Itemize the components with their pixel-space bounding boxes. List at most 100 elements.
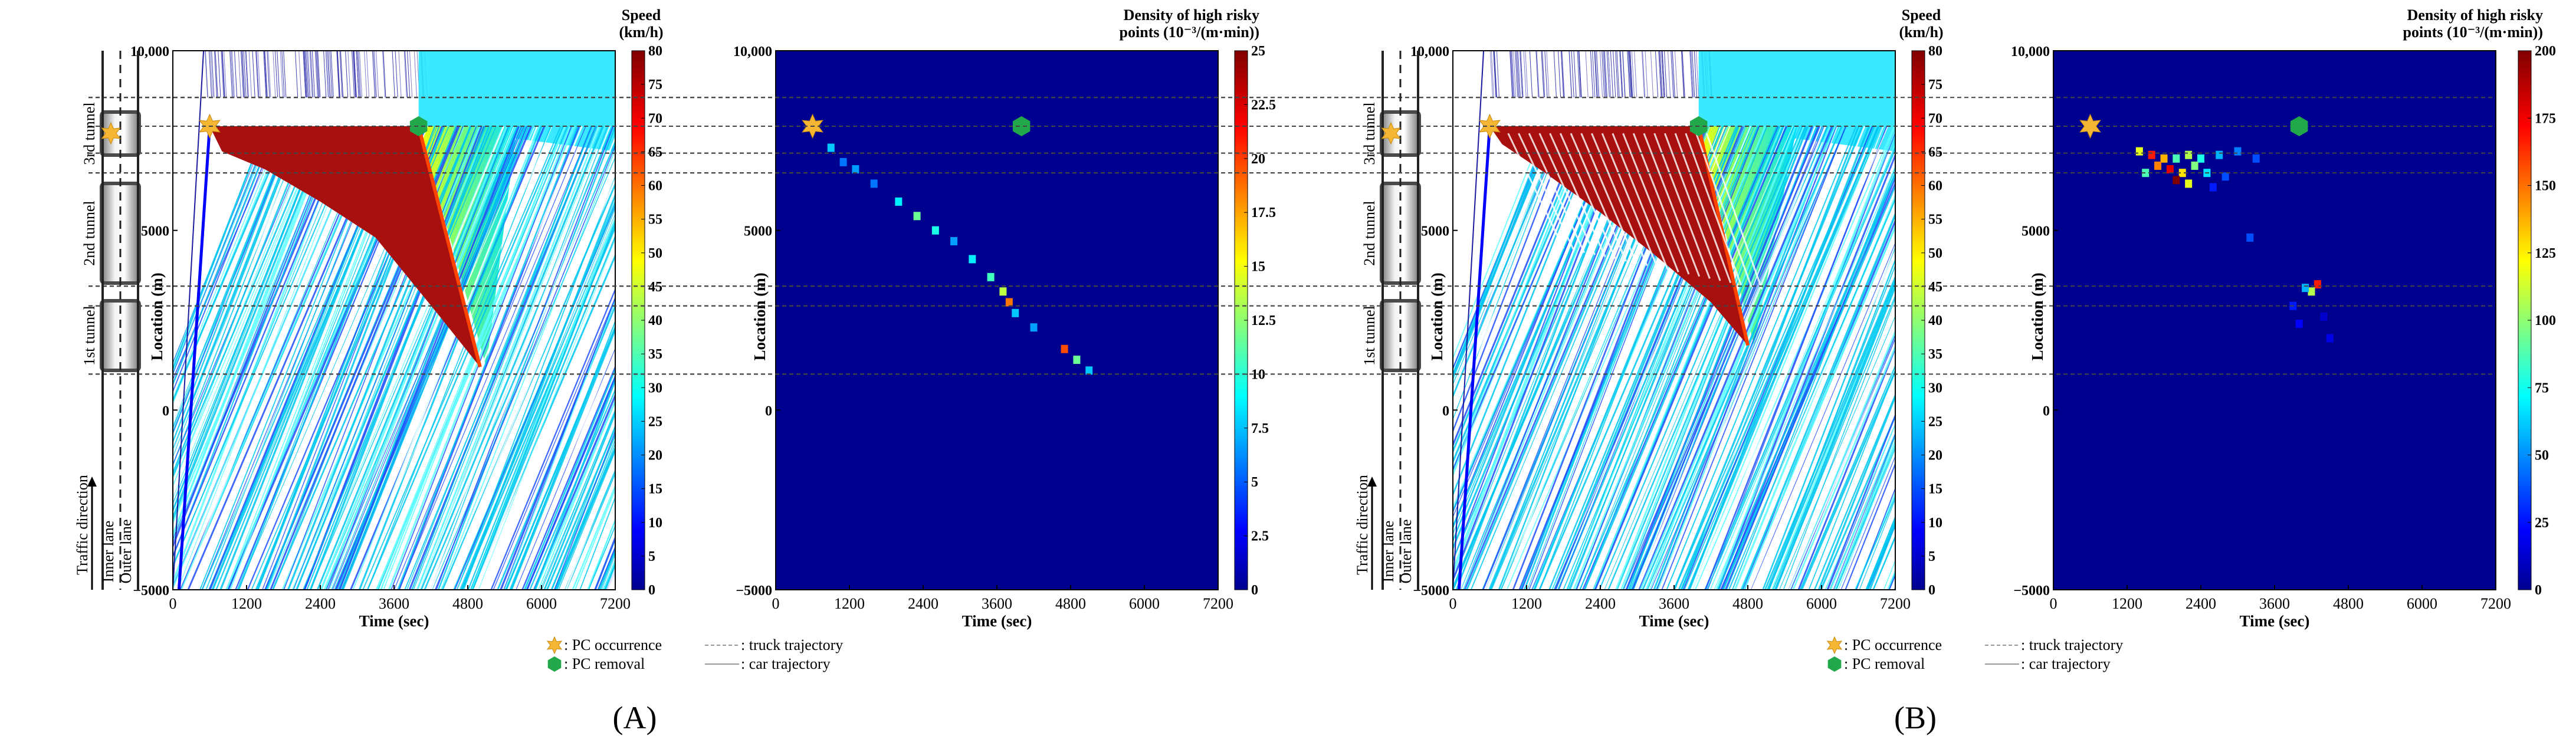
trajectory-line bbox=[1827, 423, 1895, 590]
colorbar-tick-label: 50 bbox=[2535, 448, 2549, 464]
trajectory-line bbox=[337, 126, 517, 590]
x-axis-title: Time (sec) bbox=[359, 612, 429, 630]
trajectory-line bbox=[1620, 126, 1805, 590]
queue-gap-line bbox=[1643, 133, 1701, 277]
x-tick-label: 6000 bbox=[2407, 595, 2437, 612]
trajectory-line bbox=[245, 51, 249, 98]
trajectory-line bbox=[347, 51, 351, 98]
trajectory-line bbox=[1629, 51, 1632, 98]
trajectory-line bbox=[359, 51, 363, 98]
trajectory-line bbox=[372, 51, 376, 98]
x-tick-label: 0 bbox=[169, 595, 177, 612]
trajectory-line bbox=[533, 393, 615, 590]
trajectory-line bbox=[1584, 126, 1768, 590]
trajectory-line bbox=[205, 51, 208, 98]
x-tick-label: 6000 bbox=[1129, 595, 1160, 612]
trajectory-line bbox=[229, 51, 233, 98]
trajectory-line bbox=[296, 126, 487, 590]
colorbar-tick-label: 30 bbox=[648, 380, 662, 396]
trajectory-line bbox=[311, 51, 315, 98]
trajectory-line bbox=[1689, 51, 1693, 98]
trajectory-line bbox=[411, 126, 593, 590]
trajectory-line bbox=[1650, 51, 1654, 98]
trajectory-line bbox=[1553, 51, 1557, 98]
trajectory-line bbox=[351, 51, 355, 98]
density-cell bbox=[950, 236, 958, 245]
colorbar-tick-label: 20 bbox=[1251, 152, 1265, 167]
trajectory-line bbox=[242, 51, 245, 98]
trajectory-line bbox=[376, 51, 379, 98]
pc-occurrence-icon bbox=[546, 636, 563, 655]
trajectory-line bbox=[1688, 126, 1871, 590]
colorbar-tick-label: 0 bbox=[648, 583, 655, 598]
trajectory-line bbox=[554, 430, 615, 590]
trajectory-line bbox=[311, 126, 505, 590]
trajectory-line bbox=[1603, 51, 1607, 98]
trajectory-line bbox=[173, 126, 340, 549]
x-tick-label: 1200 bbox=[1511, 595, 1542, 612]
trajectory-line bbox=[594, 535, 615, 590]
trajectory-line bbox=[1457, 126, 1491, 590]
trajectory-line bbox=[298, 51, 302, 98]
trajectory-line bbox=[173, 126, 272, 375]
trajectory-line bbox=[1491, 51, 1494, 98]
trajectory-line bbox=[1453, 126, 1571, 433]
trajectory-line bbox=[382, 51, 386, 98]
x-tick-label: 0 bbox=[2050, 595, 2057, 612]
colorbar-tick-label: 200 bbox=[2535, 44, 2556, 59]
trajectory-line bbox=[1774, 280, 1895, 590]
trajectory-line bbox=[1519, 51, 1523, 98]
trajectory-line bbox=[1840, 455, 1895, 590]
trajectory-line bbox=[579, 496, 615, 590]
trajectory-line bbox=[355, 126, 553, 590]
queue-gap-line bbox=[1653, 133, 1711, 279]
density-cell bbox=[987, 272, 995, 281]
trajectory-line bbox=[357, 51, 360, 98]
trajectory-line bbox=[409, 51, 413, 98]
trajectory-line bbox=[383, 51, 386, 98]
direction-arrowhead bbox=[1367, 477, 1377, 487]
trajectory-line bbox=[287, 126, 472, 590]
density-cell bbox=[895, 197, 903, 206]
trajectory-line bbox=[558, 450, 615, 590]
trajectory-line bbox=[342, 126, 530, 590]
trajectory-line bbox=[1568, 51, 1572, 98]
pc-occurrence-marker bbox=[101, 121, 121, 145]
trajectory-line bbox=[1741, 212, 1895, 590]
trajectory-line bbox=[1692, 51, 1695, 98]
trajectory-line bbox=[173, 126, 321, 479]
x-tick-label: 3600 bbox=[1659, 595, 1689, 612]
trajectory-line bbox=[173, 126, 293, 434]
trajectory-line bbox=[1659, 51, 1662, 98]
trajectory-line bbox=[221, 51, 224, 98]
outer-lane-label: Outer lane bbox=[117, 519, 134, 583]
trajectory-line bbox=[1594, 51, 1598, 98]
trajectory-line bbox=[1714, 165, 1895, 590]
density-cell bbox=[870, 179, 878, 188]
trajectory-line bbox=[238, 51, 241, 98]
trajectory-line bbox=[1792, 344, 1895, 590]
tunnel-label-3: 1st tunnel bbox=[1361, 305, 1378, 366]
trajectory-line bbox=[1743, 224, 1895, 590]
trajectory-line bbox=[1583, 126, 1780, 590]
trajectory-line bbox=[1638, 126, 1833, 590]
trajectory-line bbox=[362, 126, 562, 590]
colorbar-tick-label: 10 bbox=[648, 515, 662, 531]
trajectory-line bbox=[245, 51, 248, 98]
queue-gap-line bbox=[1591, 133, 1648, 266]
trajectory-line bbox=[431, 136, 615, 590]
trajectory-line bbox=[173, 126, 269, 363]
x-tick-label: 0 bbox=[1449, 595, 1457, 612]
y-tick-label: 10,000 bbox=[733, 44, 772, 60]
trajectory-line bbox=[315, 51, 319, 98]
trajectory-line bbox=[1619, 51, 1623, 98]
trajectory-line bbox=[173, 126, 333, 538]
trajectory-line bbox=[1453, 126, 1588, 454]
trajectory-line bbox=[1699, 126, 1884, 590]
trajectory-line bbox=[1690, 51, 1694, 98]
trajectory-line bbox=[1709, 143, 1895, 590]
trajectory-line bbox=[526, 374, 615, 590]
trajectory-line bbox=[1546, 51, 1550, 98]
